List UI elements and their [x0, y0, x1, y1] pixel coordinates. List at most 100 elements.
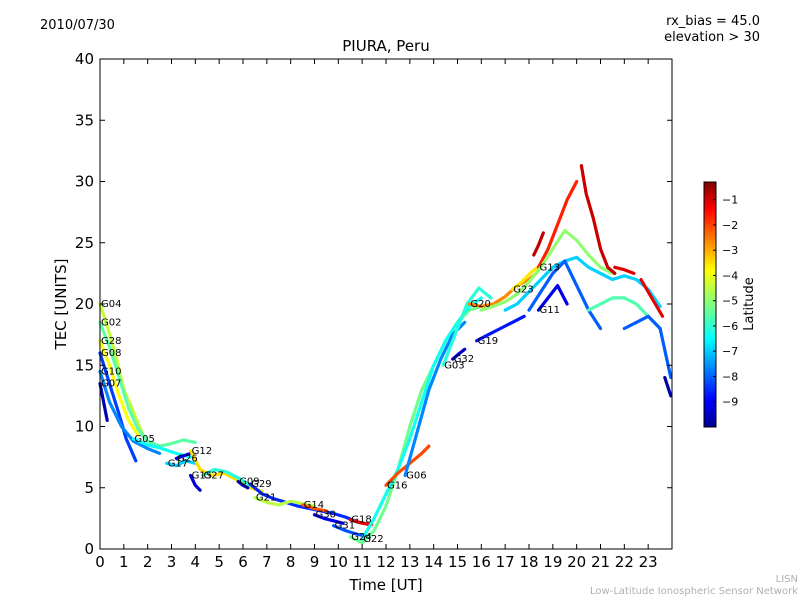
info-label: rx_bias = 45.0 elevation > 30: [664, 14, 760, 46]
series-label-g27: G27: [204, 471, 224, 482]
rx-bias-label: rx_bias = 45.0: [666, 14, 760, 29]
series-g23: [510, 263, 543, 291]
x-tick-label: 0: [95, 553, 105, 571]
series-g18: [348, 517, 374, 527]
series-g09: [236, 480, 250, 490]
series-gxa: [532, 231, 545, 257]
series-label-g29: G29: [251, 479, 271, 490]
y-axis-label: TEC [UNITS]: [52, 259, 70, 351]
x-tick-label: 9: [310, 553, 320, 571]
y-tick-label: 0: [84, 540, 94, 558]
x-tick-label: 4: [191, 553, 201, 571]
colorbar-tick-label: −8: [722, 370, 738, 383]
series-label-g30: G30: [316, 510, 336, 521]
footer-long: Low-Latitude Ionospheric Sensor Network: [590, 586, 798, 597]
colorbar-tick-label: −5: [722, 295, 738, 308]
series-g07: [98, 382, 109, 422]
colorbar-tick-label: −9: [722, 396, 738, 409]
series-label-g17: G17: [168, 458, 188, 469]
series-g04: [98, 302, 145, 437]
x-tick-label: 13: [400, 553, 419, 571]
y-tick-label: 20: [75, 295, 94, 313]
series-g15: [189, 473, 202, 492]
x-tick-label: 19: [543, 553, 562, 571]
x-tick-label: 12: [376, 553, 395, 571]
series-label-g24: G24: [351, 532, 371, 543]
series-label-g04: G04: [101, 299, 121, 310]
x-tick-label: 5: [214, 553, 224, 571]
series-g08: [98, 351, 138, 463]
series-gxb: [479, 228, 615, 312]
y-tick-label: 5: [84, 479, 94, 497]
series-label-g10: G10: [101, 366, 121, 377]
x-tick-label: 7: [262, 553, 272, 571]
x-tick-label: 10: [329, 553, 348, 571]
x-tick-label: 23: [639, 553, 658, 571]
x-tick-label: 21: [591, 553, 610, 571]
x-tick-label: 20: [567, 553, 586, 571]
series-label-g02: G02: [101, 317, 121, 328]
date-label: 2010/07/30: [40, 18, 115, 33]
series-g30: [312, 513, 345, 525]
series-g05: [131, 437, 193, 459]
series-label-g22: G22: [363, 534, 383, 545]
x-tick-label: 22: [615, 553, 634, 571]
series-g28: [98, 339, 140, 437]
y-tick-label: 10: [75, 418, 94, 436]
x-tick-label: 11: [353, 553, 372, 571]
series-g12: [189, 449, 264, 493]
series-g24: [348, 302, 495, 545]
series-g26: [174, 451, 193, 460]
series-label-g05: G05: [134, 434, 154, 445]
x-tick-label: 16: [472, 553, 491, 571]
x-tick-label: 18: [519, 553, 538, 571]
series-label-g15: G15: [192, 471, 212, 482]
series-gxi: [639, 277, 665, 318]
x-tick-label: 3: [167, 553, 177, 571]
series-g32: [451, 347, 467, 361]
colorbar-tick-label: −4: [722, 269, 738, 282]
series-label-g16: G16: [387, 480, 407, 491]
series-g17: [165, 459, 197, 468]
series-label-g28: G28: [101, 336, 121, 347]
series-gxc: [503, 255, 662, 312]
x-tick-label: 2: [143, 553, 153, 571]
series-gxh: [622, 314, 673, 380]
colorbar-tick-label: −1: [722, 194, 738, 207]
colorbar: [703, 181, 717, 428]
series-label-g23: G23: [513, 284, 533, 295]
series-label-g11: G11: [540, 305, 560, 316]
series-label-g13: G13: [540, 262, 560, 273]
series-label-g12: G12: [192, 446, 212, 457]
x-tick-label: 8: [286, 553, 296, 571]
series-g06: [403, 320, 467, 478]
series-label-g14: G14: [304, 500, 324, 511]
series-g19: [475, 314, 526, 343]
x-tick-label: 15: [448, 553, 467, 571]
y-tick-label: 15: [75, 356, 94, 374]
series-g27: [200, 467, 252, 487]
series-label-g03: G03: [444, 360, 464, 371]
series-label-g09: G09: [239, 477, 259, 488]
x-tick-label: 17: [496, 553, 515, 571]
series-g10: [98, 369, 162, 455]
y-tick-label: 30: [75, 173, 94, 191]
series-label-g32: G32: [454, 354, 474, 365]
series-gxe: [579, 164, 617, 275]
y-tick-label: 25: [75, 234, 94, 252]
elevation-label: elevation > 30: [664, 30, 760, 45]
x-tick-label: 1: [119, 553, 129, 571]
colorbar-label: Latitude: [742, 277, 757, 331]
y-tick-label: 35: [75, 111, 94, 129]
series-label-g08: G08: [101, 348, 121, 359]
chart-title: PIURA, Peru: [342, 37, 430, 55]
series-g03: [441, 286, 493, 367]
series-g11: [536, 284, 569, 312]
series-g02: [98, 320, 197, 448]
series-gxj: [663, 375, 673, 398]
y-tick-label: 40: [75, 50, 94, 68]
series-g14: [301, 503, 328, 513]
x-tick-label: 14: [424, 553, 443, 571]
series-label-g21: G21: [256, 493, 276, 504]
